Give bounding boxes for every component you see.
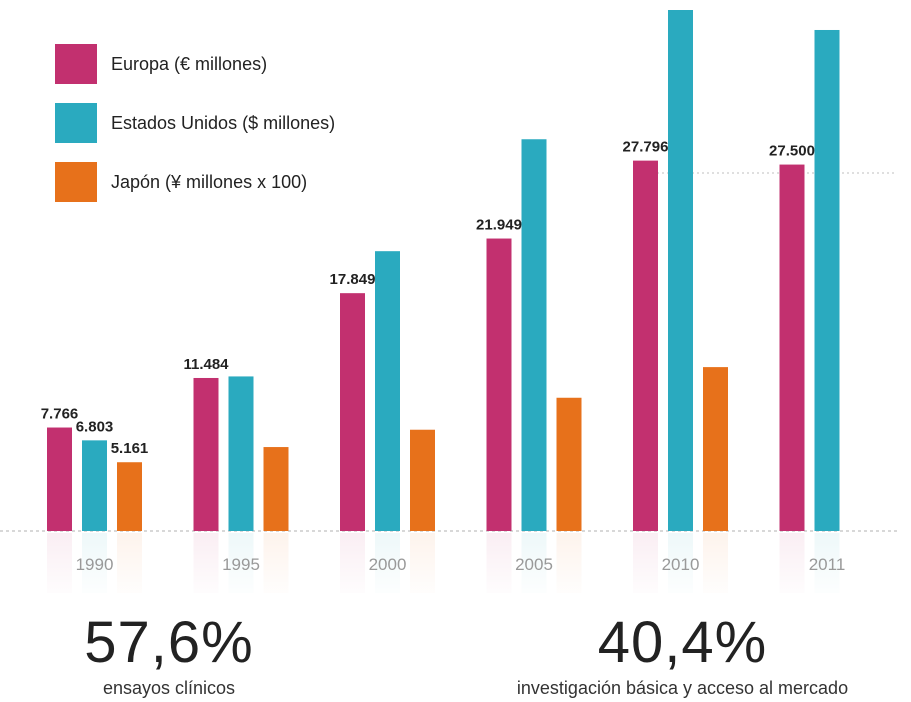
legend-item-japon: Japón (¥ millones x 100) xyxy=(55,162,335,202)
bar-japon-1995 xyxy=(263,447,289,531)
value-label-europa-2010: 27.796 xyxy=(623,139,669,156)
legend-label-japon: Japón (¥ millones x 100) xyxy=(111,171,308,192)
x-tick-label-2010: 2010 xyxy=(662,555,700,574)
bar-estados-unidos-2005 xyxy=(521,139,547,531)
x-tick-label-2005: 2005 xyxy=(515,555,553,574)
x-tick-label-2011: 2011 xyxy=(809,555,846,574)
bar-japon-2010 xyxy=(703,367,728,531)
legend-swatch-estados-unidos xyxy=(55,103,97,143)
bar-europa-1995 xyxy=(193,377,219,531)
x-tick-label-2000: 2000 xyxy=(369,555,407,574)
legend-label-estados-unidos: Estados Unidos ($ millones) xyxy=(111,112,336,133)
bar-japon-1990 xyxy=(117,462,142,531)
legend-swatch-europa xyxy=(55,44,97,84)
bar-europa-1990 xyxy=(47,427,72,531)
bar-europa-2000 xyxy=(340,293,365,531)
legend-item-europa: Europa (€ millones) xyxy=(55,44,335,84)
value-label-europa-2005: 21.949 xyxy=(476,217,522,234)
value-label-estados-unidos-1990: 6.803 xyxy=(76,418,114,435)
legend-swatch-japon xyxy=(55,162,97,202)
stat-left-caption: ensayos clínicos xyxy=(102,678,236,698)
stat-right-value: 40,4% xyxy=(597,610,768,675)
x-tick-label-1995: 1995 xyxy=(222,555,260,574)
bar-europa-2005 xyxy=(486,238,512,531)
x-tick-label-1990: 1990 xyxy=(76,555,114,574)
value-label-europa-2011: 27.500 xyxy=(769,143,815,160)
stat-right-caption: investigación básica y acceso al mercado xyxy=(516,678,849,698)
stat-left: 57,6% ensayos clínicos xyxy=(64,614,274,699)
stat-left-value: 57,6% xyxy=(84,610,254,675)
bar-europa-2010 xyxy=(633,160,658,531)
stat-right: 40,4% investigación básica y acceso al m… xyxy=(455,614,910,699)
bar-estados-unidos-2010 xyxy=(668,10,693,531)
bars xyxy=(47,10,840,532)
bar-japon-2005 xyxy=(556,397,582,531)
value-label-europa-2000: 17.849 xyxy=(330,271,376,288)
value-label-japon-1990: 5.161 xyxy=(111,440,149,457)
bar-japon-2000 xyxy=(410,429,435,531)
x-axis-ticks: 1990 1995 2000 2005 2010 2011 xyxy=(76,555,846,574)
bar-europa-2011 xyxy=(779,164,805,531)
legend-item-estados-unidos: Estados Unidos ($ millones) xyxy=(55,103,335,143)
bar-estados-unidos-1990 xyxy=(82,440,107,531)
legend: Europa (€ millones) Estados Unidos ($ mi… xyxy=(55,44,335,221)
value-label-europa-1990: 7.766 xyxy=(41,406,79,423)
bar-estados-unidos-1995 xyxy=(228,376,254,531)
bar-estados-unidos-2000 xyxy=(375,251,400,532)
reflection-fade xyxy=(0,533,911,603)
legend-label-europa: Europa (€ millones) xyxy=(111,53,268,74)
value-label-europa-1995: 11.484 xyxy=(183,356,229,373)
bar-estados-unidos-2011 xyxy=(814,29,840,531)
